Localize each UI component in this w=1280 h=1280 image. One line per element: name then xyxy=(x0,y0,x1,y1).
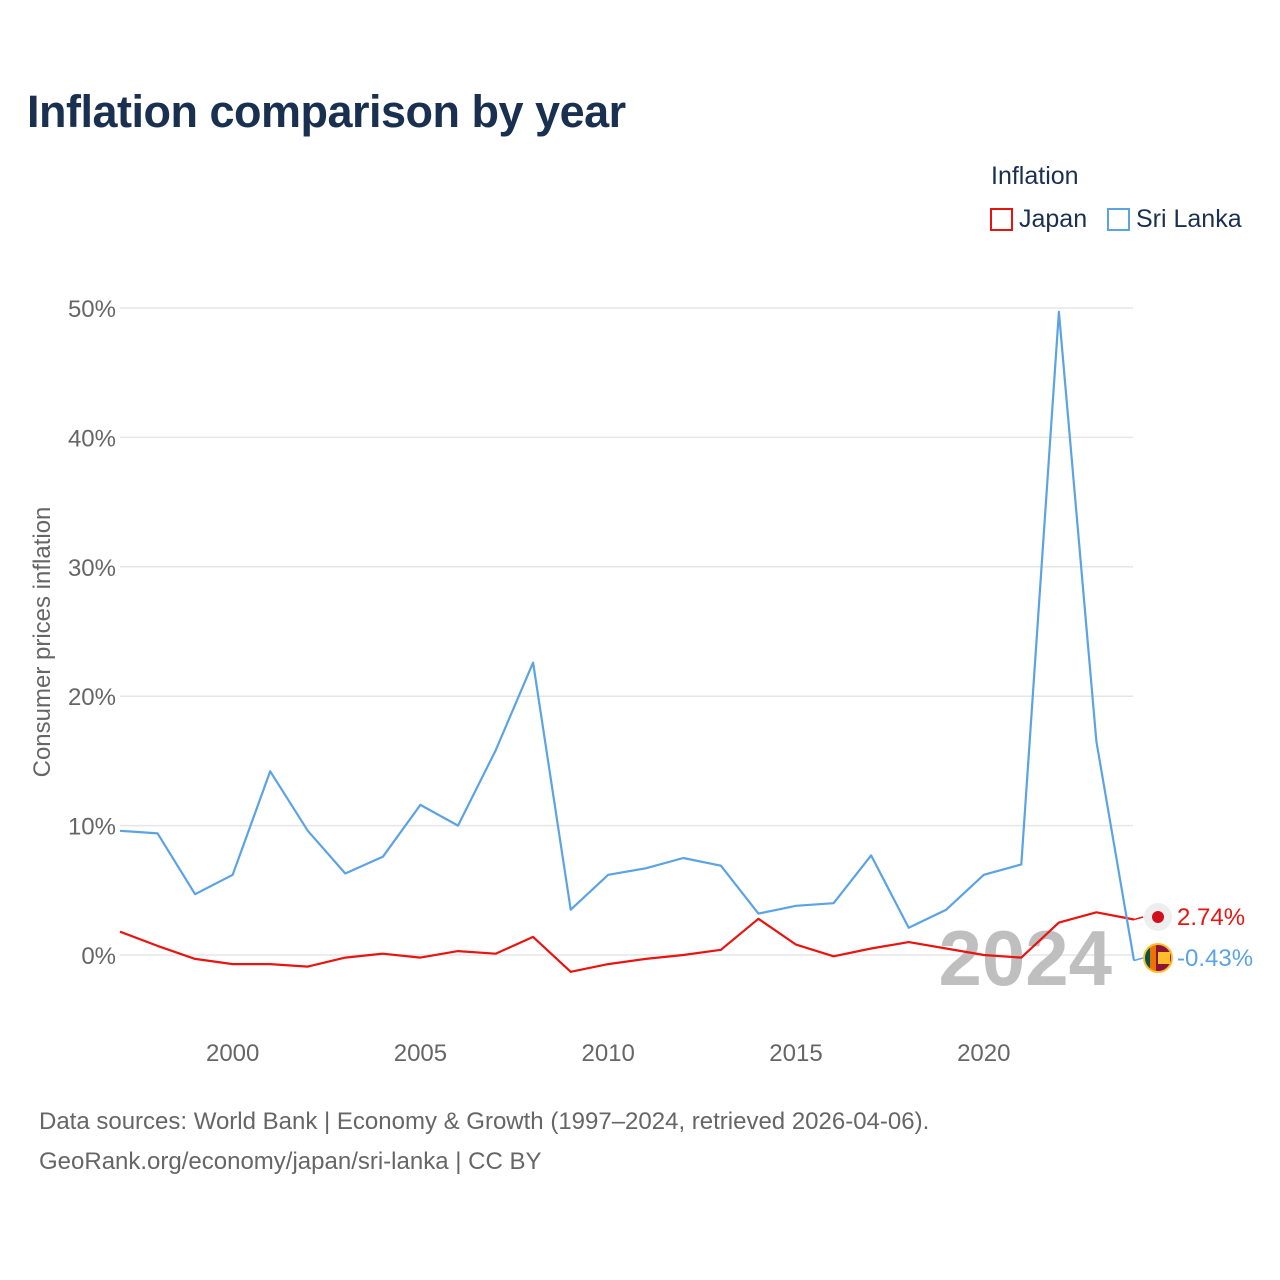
watermark: 2024 xyxy=(938,914,1112,1002)
legend-swatch-japan xyxy=(990,208,1013,231)
data-point-japan xyxy=(531,935,535,939)
data-point-sri-lanka xyxy=(118,829,122,833)
data-point-japan xyxy=(155,944,159,948)
data-point-japan xyxy=(944,946,948,950)
y-tick-label: 50% xyxy=(68,296,116,323)
data-point-japan xyxy=(869,946,873,950)
data-point-sri-lanka xyxy=(719,864,723,868)
data-point-japan xyxy=(1094,910,1098,914)
y-tick-label: 10% xyxy=(68,814,116,841)
data-point-sri-lanka xyxy=(831,901,835,905)
data-point-japan xyxy=(644,957,648,961)
data-point-sri-lanka xyxy=(268,769,272,773)
sri-lanka-end-value-label: -0.43% xyxy=(1177,945,1253,972)
data-point-japan xyxy=(681,953,685,957)
japan-end-connector xyxy=(1133,916,1144,921)
data-point-japan xyxy=(456,949,460,953)
data-point-sri-lanka xyxy=(1094,739,1098,743)
data-point-sri-lanka xyxy=(343,871,347,875)
japan-flag-icon xyxy=(1144,903,1172,931)
data-point-sri-lanka xyxy=(869,853,873,857)
data-point-japan xyxy=(606,962,610,966)
data-point-sri-lanka xyxy=(418,803,422,807)
sri-lanka-flag-border xyxy=(1143,943,1173,973)
legend-item-sri-lanka[interactable]: Sri Lanka xyxy=(1107,205,1242,234)
data-point-sri-lanka xyxy=(1057,310,1061,314)
legend-swatch-sri-lanka xyxy=(1107,208,1130,231)
sri-lanka-flag-green-stripe xyxy=(1144,944,1150,972)
data-point-sri-lanka xyxy=(681,856,685,860)
legend-item-japan[interactable]: Japan xyxy=(990,205,1087,234)
data-point-japan xyxy=(1019,955,1023,959)
data-point-sri-lanka xyxy=(982,873,986,877)
japan-flag-sun xyxy=(1152,911,1164,923)
data-point-japan xyxy=(1057,920,1061,924)
x-tick-label: 2010 xyxy=(582,1040,635,1067)
data-point-sri-lanka xyxy=(606,873,610,877)
data-point-japan xyxy=(306,964,310,968)
series-line-sri-lanka xyxy=(119,310,1136,961)
data-point-japan xyxy=(906,940,910,944)
data-point-japan xyxy=(756,917,760,921)
japan-end-value-label: 2.74% xyxy=(1177,904,1245,931)
data-point-sri-lanka xyxy=(1019,862,1023,866)
legend-title: Inflation xyxy=(991,162,1079,190)
y-tick-label: 40% xyxy=(68,425,116,452)
sri-lanka-end-connector xyxy=(1133,957,1144,962)
data-point-sri-lanka xyxy=(644,866,648,870)
data-point-sri-lanka xyxy=(794,904,798,908)
y-tick-label: 20% xyxy=(68,684,116,711)
data-point-sri-lanka xyxy=(568,908,572,912)
data-point-sri-lanka xyxy=(306,829,310,833)
data-point-sri-lanka xyxy=(456,823,460,827)
data-point-sri-lanka xyxy=(493,748,497,752)
data-point-japan xyxy=(343,955,347,959)
x-tick-label: 2000 xyxy=(206,1040,259,1067)
data-point-japan xyxy=(193,957,197,961)
data-point-sri-lanka xyxy=(944,908,948,912)
axes: 0% 10% 20% 30% 40% 50% 2000 2005 2010 2015 2020 Con… xyxy=(29,296,1010,1067)
legend-label-japan: Japan xyxy=(1019,205,1088,233)
data-point-japan xyxy=(568,970,572,974)
data-point-sri-lanka xyxy=(155,831,159,835)
data-source-line: Data sources: World Bank | Economy & Gro… xyxy=(39,1108,930,1135)
data-point-sri-lanka xyxy=(230,873,234,877)
data-point-japan xyxy=(493,952,497,956)
data-point-japan xyxy=(230,962,234,966)
sri-lanka-flag-lion xyxy=(1158,952,1170,964)
legend-label-sri-lanka: Sri Lanka xyxy=(1136,205,1242,233)
y-axis-label: Consumer prices inflation xyxy=(29,507,56,778)
y-tick-label: 0% xyxy=(81,943,116,970)
data-point-sri-lanka xyxy=(906,926,910,930)
data-point-japan xyxy=(794,942,798,946)
x-tick-label: 2005 xyxy=(394,1040,447,1067)
data-point-sri-lanka xyxy=(756,911,760,915)
data-point-sri-lanka xyxy=(193,892,197,896)
data-point-japan xyxy=(831,954,835,958)
data-point-japan xyxy=(381,952,385,956)
data-point-japan xyxy=(268,962,272,966)
data-point-sri-lanka xyxy=(381,854,385,858)
series-lines xyxy=(118,310,1136,974)
chart-title: Inflation comparison by year xyxy=(27,86,626,137)
data-point-sri-lanka xyxy=(531,660,535,664)
attribution-line: GeoRank.org/economy/japan/sri-lanka | CC… xyxy=(39,1148,542,1175)
x-tick-label: 2015 xyxy=(769,1040,822,1067)
end-markers: 2.74% -0.43% xyxy=(1133,903,1253,973)
y-tick-label: 30% xyxy=(68,555,116,582)
data-point-japan xyxy=(982,953,986,957)
data-point-japan xyxy=(719,948,723,952)
year-watermark: 2024 xyxy=(938,914,1112,1002)
gridlines xyxy=(120,307,1133,956)
x-tick-label: 2020 xyxy=(957,1040,1010,1067)
data-point-japan xyxy=(118,930,122,934)
series-line-japan xyxy=(119,911,1135,973)
sri-lanka-flag-orange-stripe xyxy=(1150,944,1156,972)
sri-lanka-flag-icon xyxy=(1143,943,1173,973)
data-point-japan xyxy=(418,955,422,959)
